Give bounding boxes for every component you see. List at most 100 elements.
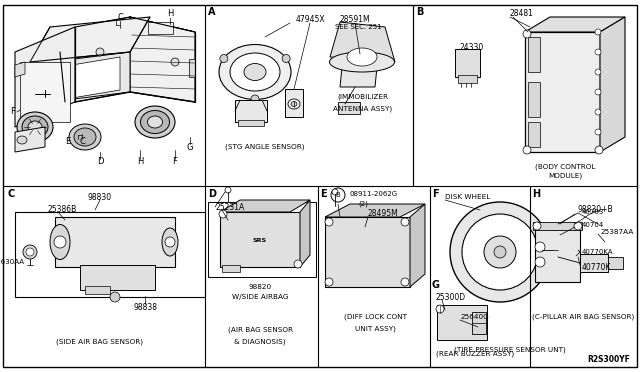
- Circle shape: [26, 248, 34, 256]
- Bar: [528, 82, 540, 117]
- Text: (DIFF LOCK CONT: (DIFF LOCK CONT: [344, 314, 406, 320]
- Circle shape: [436, 305, 444, 313]
- Text: G: G: [432, 280, 440, 290]
- Text: 08911-2062G: 08911-2062G: [350, 191, 398, 197]
- Ellipse shape: [291, 102, 297, 106]
- Text: F: F: [432, 189, 438, 199]
- Circle shape: [595, 89, 601, 95]
- Text: 25387AA: 25387AA: [600, 229, 634, 235]
- Polygon shape: [60, 57, 120, 100]
- Ellipse shape: [17, 112, 53, 142]
- Text: 98830+B: 98830+B: [578, 205, 614, 215]
- Text: (AIR BAG SENSOR: (AIR BAG SENSOR: [227, 327, 292, 333]
- Text: 40770K: 40770K: [582, 263, 611, 272]
- Polygon shape: [75, 17, 130, 102]
- Polygon shape: [300, 200, 310, 267]
- Bar: [455, 49, 480, 77]
- Polygon shape: [600, 17, 625, 152]
- Bar: [553, 243, 575, 257]
- Bar: [220, 212, 300, 267]
- Text: H: H: [532, 189, 540, 199]
- Text: F: F: [173, 157, 177, 167]
- Circle shape: [54, 236, 66, 248]
- Circle shape: [595, 146, 603, 154]
- Text: 98838: 98838: [133, 302, 157, 311]
- Bar: [458, 75, 477, 83]
- Bar: [472, 312, 486, 334]
- Bar: [238, 120, 264, 126]
- Circle shape: [110, 292, 120, 302]
- Text: (TIRE PRESSURE SENSOR UNT): (TIRE PRESSURE SENSOR UNT): [454, 347, 566, 353]
- Polygon shape: [75, 17, 195, 57]
- Text: A: A: [208, 7, 216, 17]
- Text: H: H: [137, 157, 143, 167]
- Ellipse shape: [219, 45, 291, 99]
- Circle shape: [595, 29, 601, 35]
- Text: DISK WHEEL: DISK WHEEL: [445, 194, 490, 200]
- Text: C: C: [117, 13, 123, 22]
- Text: 25386B: 25386B: [48, 205, 77, 214]
- Circle shape: [96, 48, 104, 56]
- Text: 40703: 40703: [582, 209, 604, 215]
- Circle shape: [595, 49, 601, 55]
- Circle shape: [165, 237, 175, 247]
- Polygon shape: [325, 204, 425, 217]
- Ellipse shape: [162, 228, 178, 256]
- Polygon shape: [330, 22, 395, 62]
- Circle shape: [282, 55, 290, 62]
- Text: 28481: 28481: [510, 10, 534, 19]
- Polygon shape: [220, 200, 310, 212]
- Ellipse shape: [135, 106, 175, 138]
- Ellipse shape: [74, 128, 96, 146]
- Polygon shape: [15, 127, 45, 152]
- Text: UNIT ASSY): UNIT ASSY): [355, 326, 396, 332]
- Text: (SIDE AIR BAG SENSOR): (SIDE AIR BAG SENSOR): [56, 339, 143, 345]
- Bar: [580, 254, 608, 272]
- Text: E: E: [320, 189, 326, 199]
- Circle shape: [595, 129, 601, 135]
- Ellipse shape: [244, 64, 266, 80]
- Circle shape: [23, 245, 37, 259]
- Bar: [208, 202, 316, 277]
- Text: C: C: [79, 138, 85, 147]
- Bar: [80, 265, 155, 290]
- Text: ANTENNA ASSY): ANTENNA ASSY): [333, 106, 392, 112]
- Circle shape: [294, 260, 302, 268]
- Polygon shape: [15, 62, 25, 77]
- Text: 40704: 40704: [582, 222, 604, 228]
- Ellipse shape: [347, 48, 377, 66]
- Polygon shape: [130, 17, 195, 102]
- Circle shape: [332, 189, 338, 195]
- Text: F: F: [10, 108, 15, 116]
- Bar: [20, 62, 70, 122]
- Text: 28591M: 28591M: [340, 16, 371, 25]
- Ellipse shape: [494, 246, 506, 258]
- Ellipse shape: [288, 99, 300, 109]
- Polygon shape: [410, 204, 425, 287]
- Text: H: H: [167, 10, 173, 19]
- Circle shape: [533, 222, 541, 230]
- Text: & DIAGNOSIS): & DIAGNOSIS): [234, 339, 285, 345]
- Polygon shape: [340, 37, 380, 87]
- Text: (STG ANGLE SENSOR): (STG ANGLE SENSOR): [225, 144, 305, 150]
- Bar: [533, 222, 582, 230]
- Ellipse shape: [17, 136, 27, 144]
- Polygon shape: [525, 17, 625, 32]
- Text: B: B: [416, 7, 424, 17]
- Ellipse shape: [330, 52, 394, 72]
- Text: 24330: 24330: [460, 42, 484, 51]
- Text: E: E: [65, 138, 70, 147]
- Text: 98830: 98830: [88, 192, 112, 202]
- Ellipse shape: [50, 224, 70, 260]
- Bar: [15, 212, 205, 297]
- Circle shape: [401, 278, 409, 286]
- Text: (BODY CONTROL: (BODY CONTROL: [535, 164, 595, 170]
- Bar: [437, 305, 487, 340]
- Circle shape: [325, 218, 333, 226]
- Circle shape: [220, 55, 228, 62]
- Bar: [528, 37, 540, 72]
- Bar: [235, 100, 267, 122]
- Bar: [55, 217, 175, 267]
- Text: 28495M: 28495M: [368, 209, 399, 218]
- Circle shape: [251, 95, 259, 103]
